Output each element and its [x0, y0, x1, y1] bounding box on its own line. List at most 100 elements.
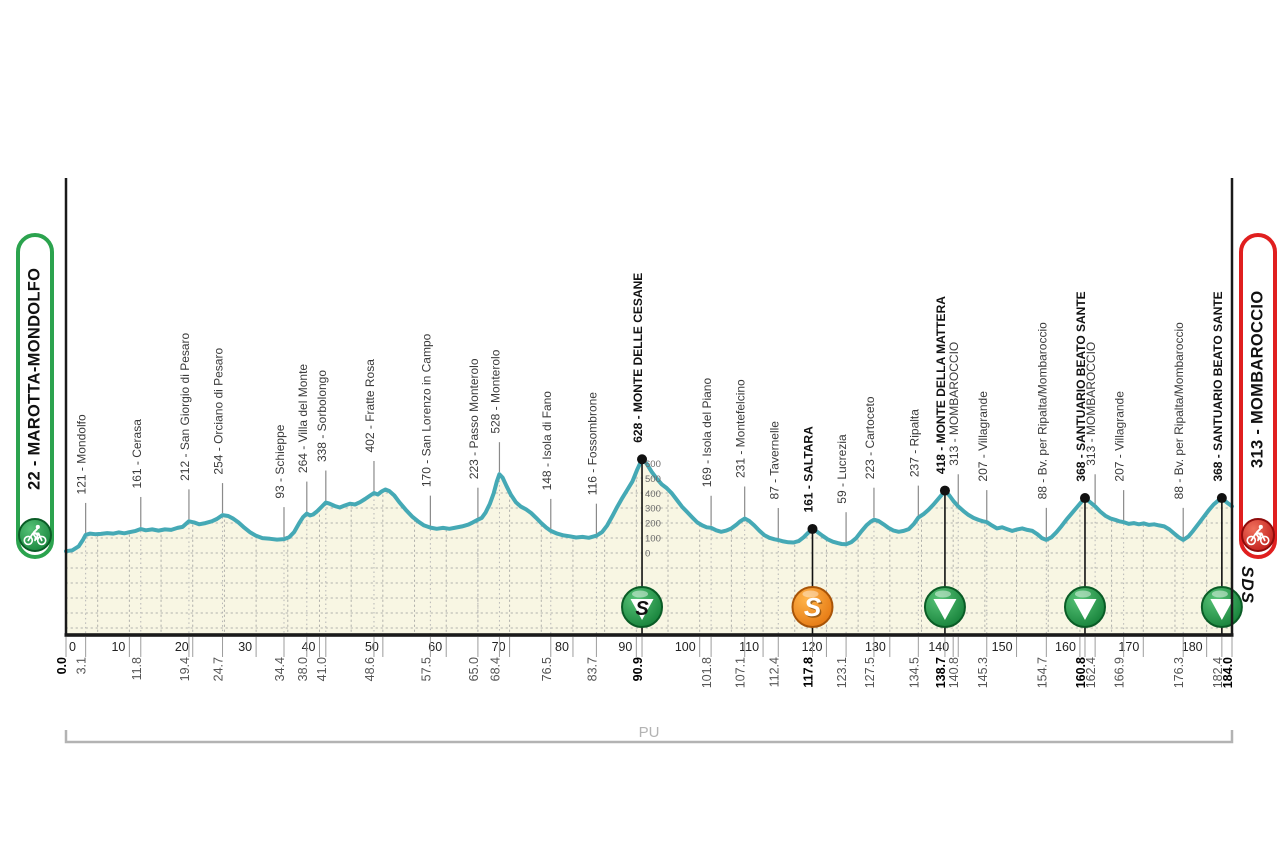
elevation-scale-label: 200: [645, 519, 661, 530]
gpm-triangle: [1210, 599, 1234, 620]
km-label: 160.8: [1074, 657, 1088, 688]
km-label: 24.7: [212, 657, 226, 681]
major-tick-label: 50: [365, 640, 379, 654]
marker-dot: [637, 454, 648, 465]
km-label: 3.1: [75, 657, 89, 674]
elevation-scale-label: 0: [645, 549, 650, 560]
waypoint-label: 87 - Tavernelle: [767, 421, 781, 500]
km-label: 162.4: [1084, 657, 1098, 688]
elevation-scale-label: 300: [645, 504, 661, 515]
marker-dot: [1079, 493, 1090, 504]
km-label: 34.4: [273, 657, 287, 681]
icon-highlight: [1211, 590, 1228, 598]
major-tick-label: 130: [865, 640, 886, 654]
waypoint-label: 528 - Monterolo: [488, 349, 502, 433]
km-label: 101.8: [700, 657, 714, 688]
waypoint-label: 231 - Montefelcino: [734, 379, 748, 478]
waypoint-label: 170 - San Lorenzo in Campo: [419, 333, 433, 487]
elevation-scale-label: 100: [645, 534, 661, 545]
major-tick-label: 90: [618, 640, 632, 654]
sprint-letter-shadow: S: [805, 594, 823, 624]
major-tick-label: 20: [175, 640, 189, 654]
waypoint-label: 161 - SALTARA: [801, 426, 815, 513]
gpm-sprint-letter: S: [635, 598, 649, 620]
start-location-badge: 22 - MAROTTA-MONDOLFO: [16, 233, 54, 559]
sprint-icon: SS: [791, 586, 834, 628]
gpm-triangle: [933, 599, 957, 620]
major-tick-label: 80: [555, 640, 569, 654]
elevation-scale-label: 600: [645, 459, 661, 470]
waypoint-label: 161 - Cerasa: [130, 419, 144, 489]
marker-dot: [1216, 493, 1227, 504]
km-label: 138.7: [934, 657, 948, 688]
major-tick-label: 150: [992, 640, 1013, 654]
waypoint-label: 402 - Fratte Rosa: [363, 359, 377, 453]
waypoint-label: 368 - SANTUARIO BEATO SANTE: [1074, 291, 1088, 481]
major-tick-label: 60: [428, 640, 442, 654]
waypoint-label: 212 - San Giorgio di Pesaro: [178, 332, 192, 480]
km-label: 127.5: [863, 657, 877, 688]
waypoint-label: 628 - MONTE DELLE CESANE: [631, 273, 645, 443]
km-label: 182.4: [1211, 657, 1225, 688]
baseline-axis: [64, 633, 1234, 637]
major-tick-label: 70: [492, 640, 506, 654]
km-label: 145.3: [976, 657, 990, 688]
waypoint-label: 121 - Mondolfo: [75, 414, 89, 494]
gpm-sprint-icon: S: [621, 586, 664, 628]
major-tick-label: 0: [69, 640, 76, 654]
gpm-icon: [1200, 586, 1243, 628]
province-bracket: [64, 730, 1234, 744]
km-label: 41.0: [315, 657, 329, 681]
km-label: 90.9: [631, 657, 645, 681]
waypoint-label: 148 - Isola di Fano: [540, 391, 554, 491]
km-label: 11.8: [130, 657, 144, 680]
major-tick-label: 40: [302, 640, 316, 654]
km-label: 83.7: [585, 657, 599, 681]
major-tick-label: 30: [238, 640, 252, 654]
km-label: 166.9: [1113, 657, 1127, 688]
icon-highlight: [1074, 590, 1091, 598]
km-label: 48.6: [363, 657, 377, 681]
km-label: 117.8: [801, 657, 815, 688]
gpm-icon: [1063, 586, 1106, 628]
km-label: 0.0: [55, 657, 69, 674]
km-label: 154.7: [1035, 657, 1049, 688]
major-tick-label: 100: [675, 640, 696, 654]
profile-line: [64, 457, 1234, 554]
km-label: 123.1: [835, 657, 849, 688]
major-tick-label: 170: [1118, 640, 1139, 654]
km-label: 76.5: [540, 657, 554, 681]
waypoint-label: 418 - MONTE DELLA MATTERA: [934, 296, 948, 474]
km-label: 176.3: [1172, 657, 1186, 688]
waypoint-label: 223 - Cartoceto: [863, 396, 877, 479]
gpm-triangle: [630, 599, 654, 620]
waypoint-label: 93 - Schieppe: [273, 424, 287, 498]
km-label: 65.0: [467, 657, 481, 681]
major-tick-label: 110: [739, 640, 759, 654]
waypoint-label: 313 - MOMBAROCCIO: [1084, 342, 1098, 466]
icon-highlight: [934, 590, 951, 598]
major-tick-label: 10: [111, 640, 125, 654]
waypoint-label: 88 - Bv. per Ripalta/Mombaroccio: [1035, 322, 1049, 500]
waypoint-label: 169 - Isola del Piano: [700, 378, 714, 488]
waypoint-label: 254 - Orciano di Pesaro: [212, 348, 226, 475]
km-label: 134.5: [907, 657, 921, 688]
sprint-letter: S: [804, 592, 822, 622]
marker-dot: [807, 523, 818, 534]
gpm-icon: [923, 586, 966, 628]
km-label: 38.0: [296, 657, 310, 681]
finish-location-badge: 313 - MOMBAROCCIO: [1239, 233, 1277, 559]
km-label: 68.4: [488, 657, 502, 681]
finish-cyclist-icon: [1241, 518, 1275, 552]
waypoint-label: 237 - Ripalta: [907, 409, 921, 477]
waypoint-label: 207 - Villagrande: [976, 391, 990, 482]
waypoint-label: 264 - Villa del Monte: [296, 364, 310, 474]
elevation-scale-label: 500: [645, 474, 661, 485]
start-cyclist-icon: [18, 518, 52, 552]
waypoint-label: 207 - Villagrande: [1113, 391, 1127, 482]
icon-highlight: [632, 590, 649, 598]
elevation-scale-label: 400: [645, 489, 661, 500]
km-label: 184.0: [1221, 657, 1235, 688]
waypoint-label: 338 - Sorbolongo: [315, 370, 329, 462]
